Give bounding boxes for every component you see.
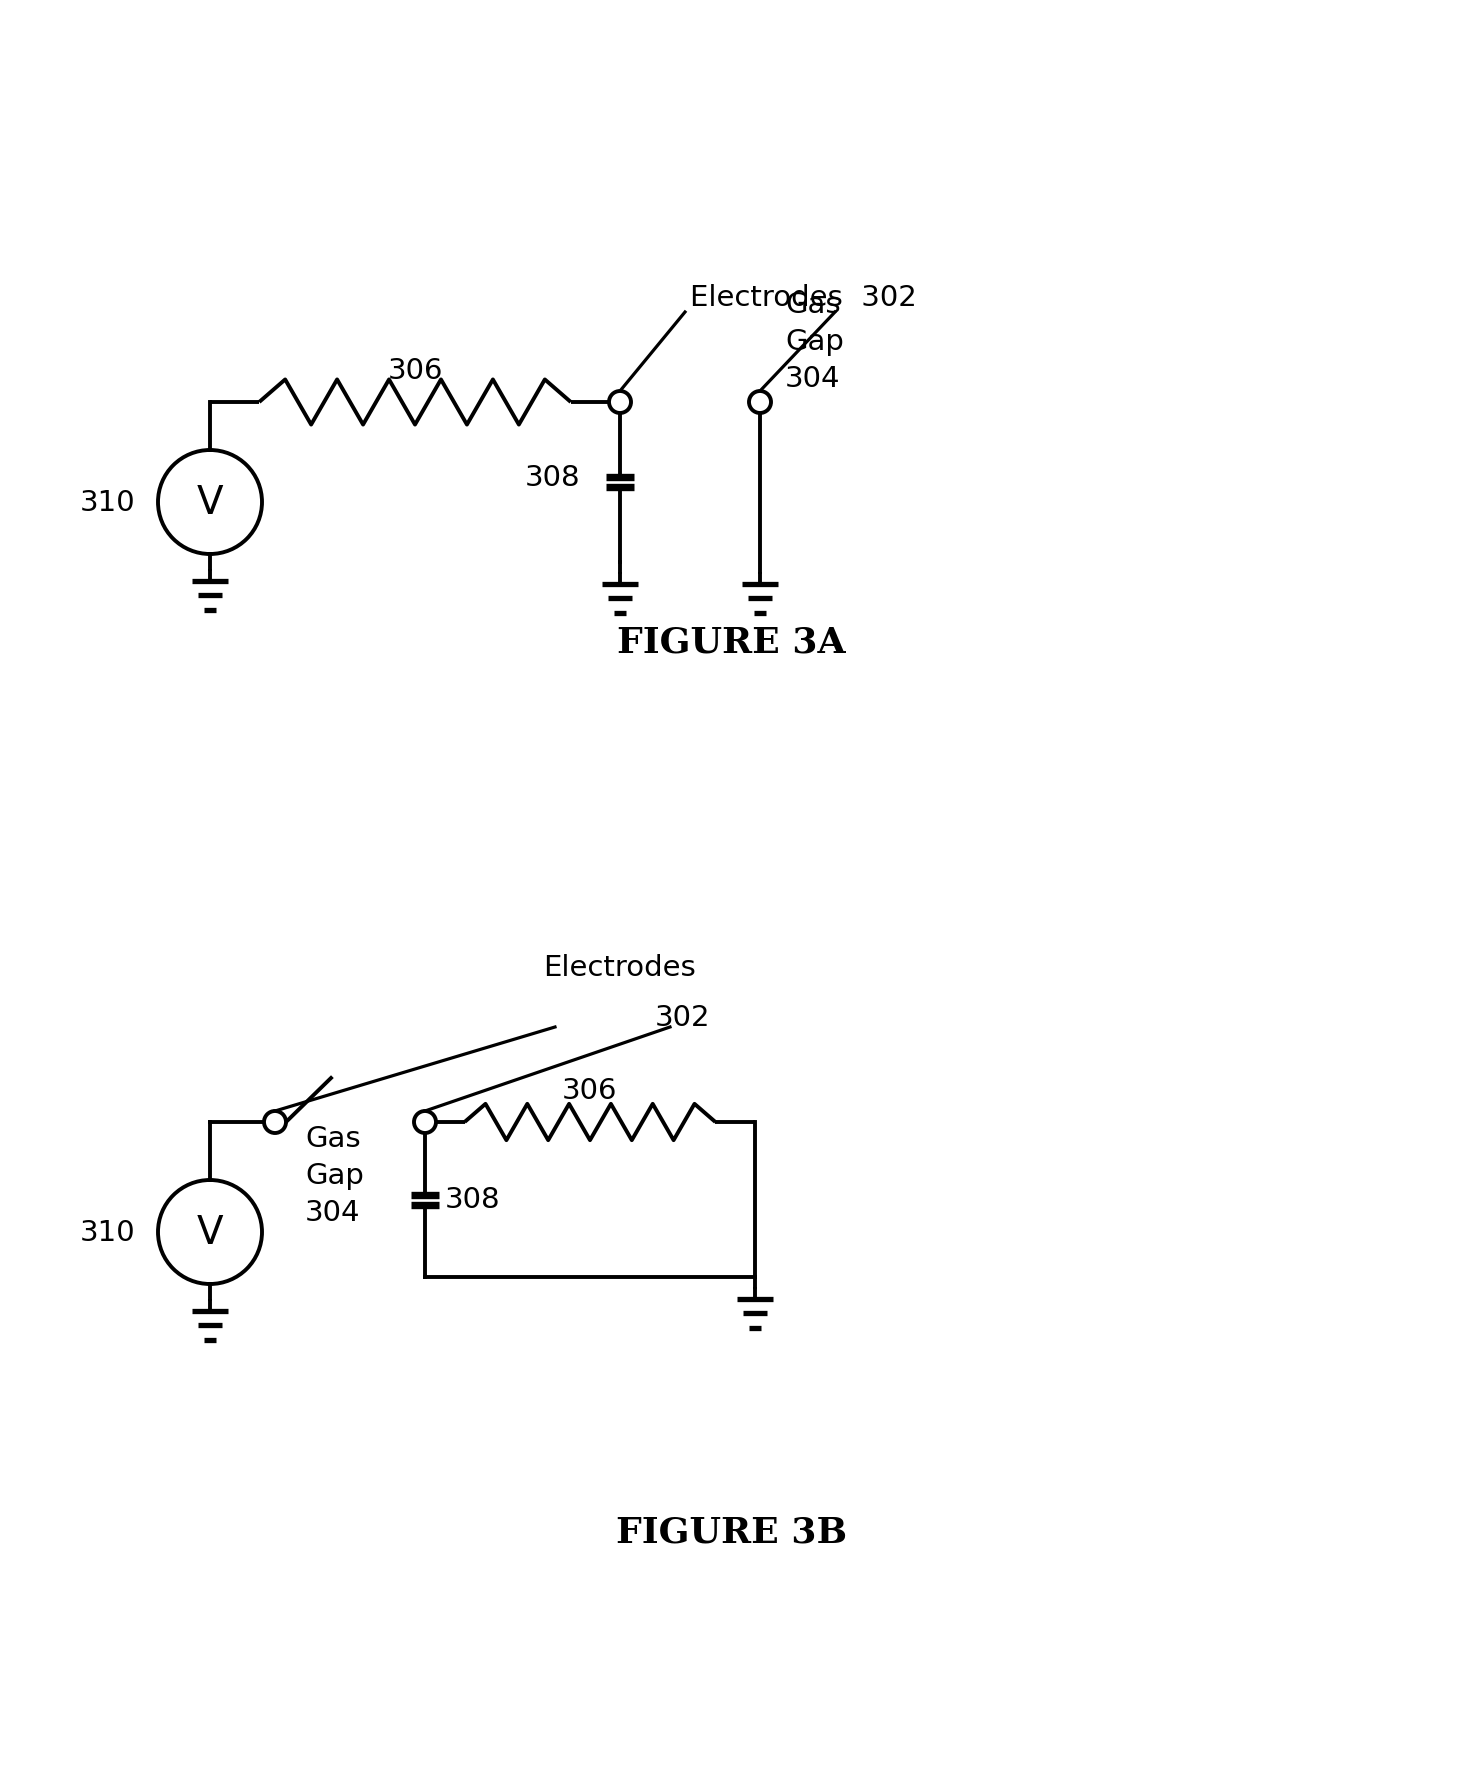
Circle shape — [609, 392, 631, 413]
Text: 308: 308 — [524, 463, 579, 492]
Text: V: V — [196, 483, 224, 522]
Text: Electrodes  302: Electrodes 302 — [691, 283, 917, 312]
Circle shape — [414, 1112, 436, 1133]
Text: 308: 308 — [445, 1185, 500, 1214]
Text: FIGURE 3A: FIGURE 3A — [617, 625, 846, 659]
Text: 310: 310 — [80, 1219, 136, 1246]
Circle shape — [263, 1112, 285, 1133]
Circle shape — [749, 392, 771, 413]
Text: 306: 306 — [562, 1076, 617, 1105]
Text: FIGURE 3B: FIGURE 3B — [616, 1515, 847, 1549]
Text: 302: 302 — [655, 1003, 711, 1032]
Text: 306: 306 — [388, 356, 443, 385]
Text: 310: 310 — [80, 488, 136, 517]
Text: Gas
Gap
304: Gas Gap 304 — [304, 1124, 364, 1226]
Text: V: V — [196, 1214, 224, 1251]
Text: Electrodes: Electrodes — [544, 953, 696, 982]
Text: Gas
Gap
304: Gas Gap 304 — [786, 290, 844, 392]
